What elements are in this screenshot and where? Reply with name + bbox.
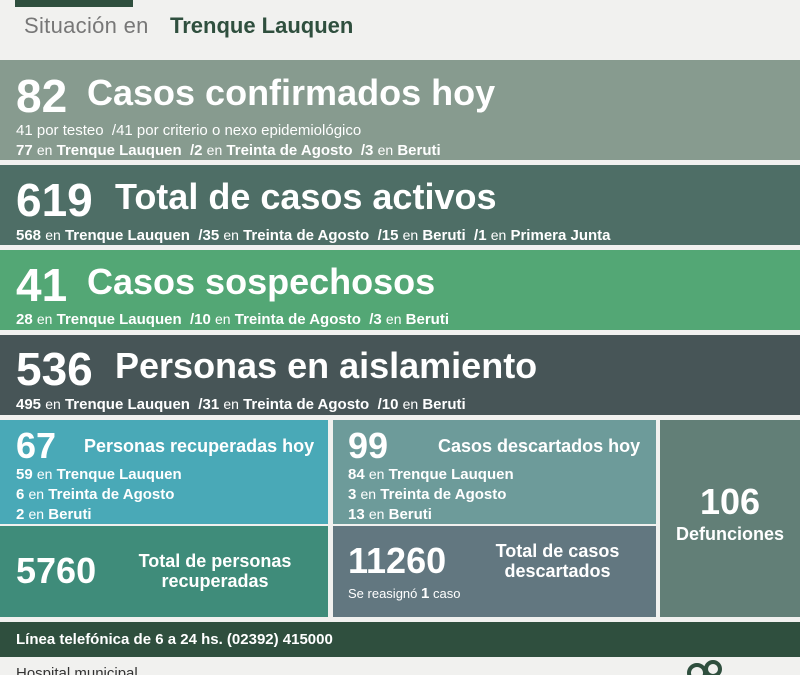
- defunciones-number: 106: [699, 481, 761, 522]
- municipal-logo-icon: [687, 660, 722, 675]
- sospechosos-number: 41: [16, 259, 68, 311]
- header-label: Situación en: [24, 13, 149, 38]
- sospechosos-title: Casos sospechosos: [87, 261, 436, 302]
- descartados-note: Se reasignó 1 caso: [348, 585, 461, 602]
- phone-text: Línea telefónica de 6 a 24 hs. (02392) 4…: [16, 631, 333, 648]
- recuperados-row: 59 en Trenque Lauquen: [16, 466, 182, 483]
- activos-title: Total de casos activos: [115, 176, 497, 217]
- sospechosos-line: 28 en Trenque Lauquen /10 en Treinta de …: [16, 311, 449, 328]
- recuperados-total-number: 5760: [16, 550, 97, 591]
- aislamiento-number: 536: [16, 343, 93, 395]
- defunciones-title: Defunciones: [675, 524, 785, 544]
- footer: [0, 657, 800, 675]
- header-city: Trenque Lauquen: [170, 13, 354, 38]
- recuperados-total-title: Total de personas recuperadas: [138, 551, 292, 591]
- recuperados-hoy-card: [0, 420, 328, 524]
- descartados-hoy-number: 99: [348, 425, 389, 466]
- aislamiento-band: [0, 335, 800, 415]
- activos-number: 619: [16, 174, 93, 226]
- confirmados-band: [0, 60, 800, 160]
- sospechosos-band: [0, 250, 800, 330]
- defunciones-card: [660, 420, 800, 617]
- confirmados-line1: 41 por testeo /41 por criterio o nexo ep…: [16, 122, 362, 139]
- header-accent-bar: [15, 0, 133, 7]
- activos-band: [0, 165, 800, 245]
- confirmados-number: 82: [16, 70, 68, 122]
- descartados-row: 13 en Beruti: [348, 506, 432, 523]
- aislamiento-title: Personas en aislamiento: [115, 345, 538, 386]
- recuperados-total-card: [0, 526, 328, 617]
- descartados-total-title: Total de casos descartados: [495, 541, 620, 581]
- activos-line: 568 en Trenque Lauquen /35 en Treinta de…: [16, 227, 611, 244]
- confirmados-line2: 77 en Trenque Lauquen /2 en Treinta de A…: [16, 142, 441, 159]
- aislamiento-line: 495 en Trenque Lauquen /31 en Treinta de…: [16, 396, 466, 413]
- descartados-hoy-card: [333, 420, 656, 524]
- descartados-hoy-title: Casos descartados hoy: [438, 436, 641, 456]
- confirmados-title: Casos confirmados hoy: [87, 72, 496, 113]
- phone-bar: [0, 622, 800, 657]
- descartados-total-card: [333, 526, 656, 617]
- recuperados-hoy-title: Personas recuperadas hoy: [84, 436, 315, 456]
- header: [0, 0, 800, 60]
- descartados-total-number: 11260: [348, 540, 447, 581]
- recuperados-row: 2 en Beruti: [16, 506, 92, 523]
- recuperados-hoy-number: 67: [16, 425, 57, 466]
- descartados-row: 3 en Treinta de Agosto: [348, 486, 507, 503]
- footer-text: Hospital municipal: [16, 665, 138, 675]
- recuperados-row: 6 en Treinta de Agosto: [16, 486, 175, 503]
- descartados-row: 84 en Trenque Lauquen: [348, 466, 514, 483]
